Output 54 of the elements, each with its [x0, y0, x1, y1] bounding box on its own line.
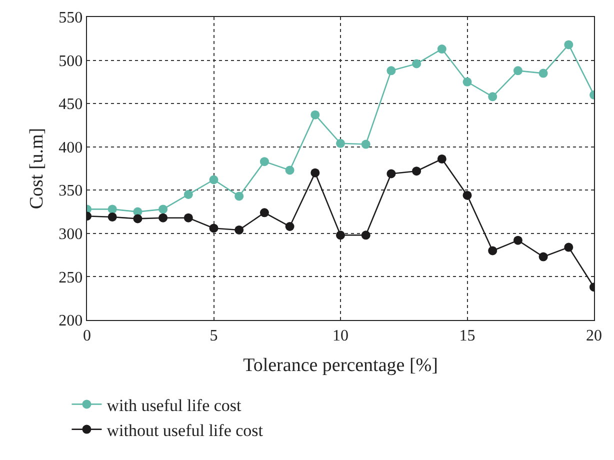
x-tick-label: 5 — [210, 327, 218, 344]
y-tick-label: 350 — [58, 182, 83, 200]
x-tick-label: 15 — [459, 327, 476, 344]
point — [462, 190, 472, 200]
point — [158, 213, 168, 222]
y-axis-title: Cost [u.m] — [26, 128, 48, 210]
point — [336, 138, 345, 148]
point — [386, 66, 396, 76]
x-tick-label: 10 — [332, 327, 348, 344]
y-tick-label: 250 — [58, 269, 83, 286]
point — [336, 230, 345, 240]
point — [564, 40, 574, 50]
point — [108, 204, 117, 214]
x-tick-label: 0 — [83, 327, 91, 344]
point — [412, 166, 422, 176]
point — [386, 169, 396, 178]
x-axis-title: Tolerance percentage [%] — [243, 355, 438, 376]
legend-label: without useful life cost — [106, 420, 264, 440]
point — [209, 175, 218, 184]
point — [260, 157, 269, 166]
y-tick-label: 400 — [58, 139, 83, 156]
point — [184, 213, 193, 222]
y-tick-label: 300 — [58, 226, 83, 244]
point — [513, 66, 522, 76]
point — [488, 92, 498, 102]
point — [285, 222, 294, 231]
y-tick-label: 550 — [58, 10, 83, 27]
x-tick-label: 20 — [586, 327, 602, 344]
legend-label: with useful life cost — [106, 396, 242, 415]
point — [538, 252, 548, 262]
point — [184, 190, 193, 199]
y-tick-label: 500 — [58, 52, 83, 70]
point — [108, 212, 117, 222]
point — [310, 110, 320, 120]
point — [513, 236, 522, 245]
point — [538, 68, 548, 78]
point — [234, 225, 244, 234]
point — [462, 77, 472, 86]
point — [437, 44, 446, 54]
point — [209, 224, 218, 233]
point — [564, 242, 574, 252]
point — [412, 59, 422, 68]
point — [234, 192, 244, 201]
point — [260, 208, 269, 218]
point — [310, 168, 320, 178]
point — [488, 246, 498, 256]
point — [361, 230, 370, 240]
point — [285, 166, 294, 175]
y-tick-label: 200 — [58, 312, 83, 330]
y-tick-label: 450 — [58, 96, 83, 114]
point — [437, 154, 446, 164]
point — [133, 214, 142, 224]
point — [361, 140, 370, 149]
point — [158, 204, 168, 214]
